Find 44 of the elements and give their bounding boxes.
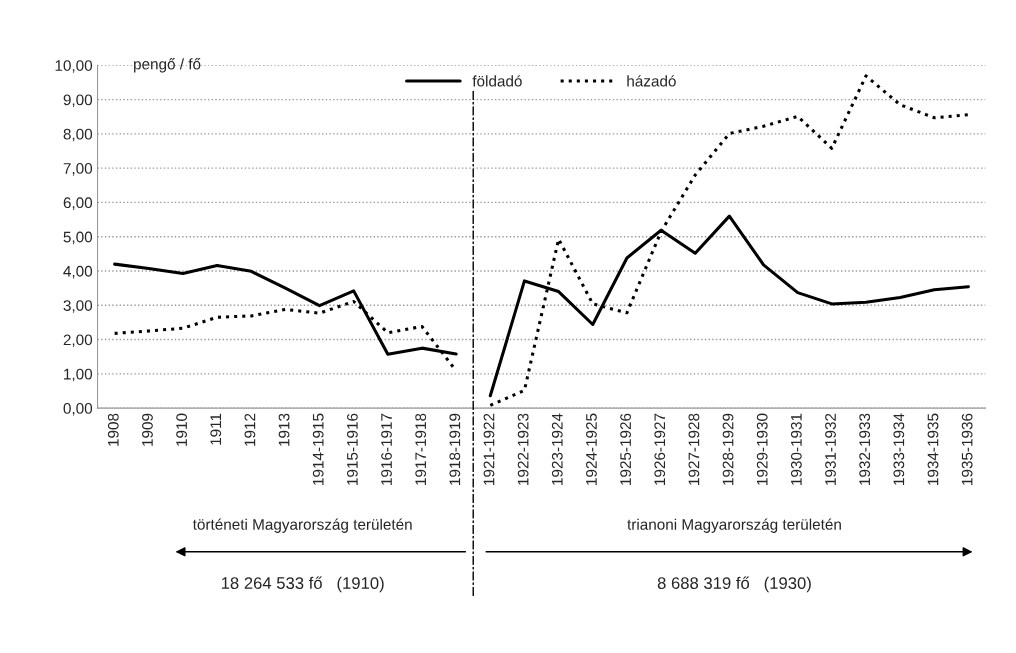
x-tick-label: 1925-1926: [620, 413, 632, 485]
text: 8 688 319 fő (1930): [657, 576, 811, 593]
x-tick-label: 1931-1932: [825, 413, 836, 485]
x-tick-label: 1917-1918: [415, 413, 427, 485]
text: történeti Magyarország területén: [192, 518, 412, 533]
x-tick-label: 1911: [210, 413, 222, 445]
x-tick-label: 1914-1915: [312, 413, 324, 485]
x-tick-label: 1932-1933: [859, 413, 871, 485]
x-tick-label: 1922-1923: [517, 413, 529, 485]
y-tick-label: 2,00: [63, 334, 93, 348]
y-tick-label: 8,00: [63, 128, 93, 142]
legend-label: házadó: [627, 75, 676, 87]
x-tick-label: 1930-1931: [790, 413, 802, 485]
y-tick-label: 0,00: [63, 402, 93, 416]
x-tick-label: 1929-1930: [756, 413, 768, 485]
x-tick-label: 1915-1916: [346, 413, 358, 485]
y-tick-label: 7,00: [63, 163, 93, 176]
x-tick-label: 1921-1922: [483, 413, 495, 485]
y-tick-label: 5,00: [63, 231, 93, 245]
y-tick-label: 6,00: [63, 197, 93, 210]
y-tick-label: 9,00: [63, 94, 93, 108]
y-tick-label: 3,00: [63, 300, 93, 313]
y-tick-label: 1,00: [64, 368, 93, 382]
x-tick-label: 1908: [107, 413, 119, 446]
x-tick-label: 1909: [142, 413, 153, 446]
x-tick-label: 1926-1927: [654, 413, 666, 485]
y-axis-title: pengő / fő: [134, 58, 201, 73]
x-tick-label: 1928-1929: [722, 413, 734, 485]
text: trianoni Magyarország területén: [627, 518, 841, 533]
x-tick-label: 1916-1917: [381, 413, 392, 485]
x-tick-label: 1918-1919: [449, 413, 461, 485]
y-tick-label: 4,00: [63, 265, 93, 279]
y-tick-label: 10,00: [55, 60, 93, 73]
x-tick-label: 1924-1925: [586, 413, 597, 485]
x-tick-label: 1933-1934: [893, 413, 905, 485]
text: 18 264 533 fő (1910): [221, 576, 384, 593]
x-tick-label: 1913: [278, 413, 290, 446]
x-tick-label: 1934-1935: [927, 413, 939, 485]
x-tick-label: 1910: [176, 413, 188, 446]
x-tick-label: 1912: [244, 413, 256, 446]
x-tick-label: 1923-1924: [551, 413, 563, 485]
x-tick-label: 1935-1936: [961, 413, 973, 485]
x-tick-label: 1927-1928: [688, 413, 700, 485]
legend-label: földadó: [472, 75, 522, 87]
